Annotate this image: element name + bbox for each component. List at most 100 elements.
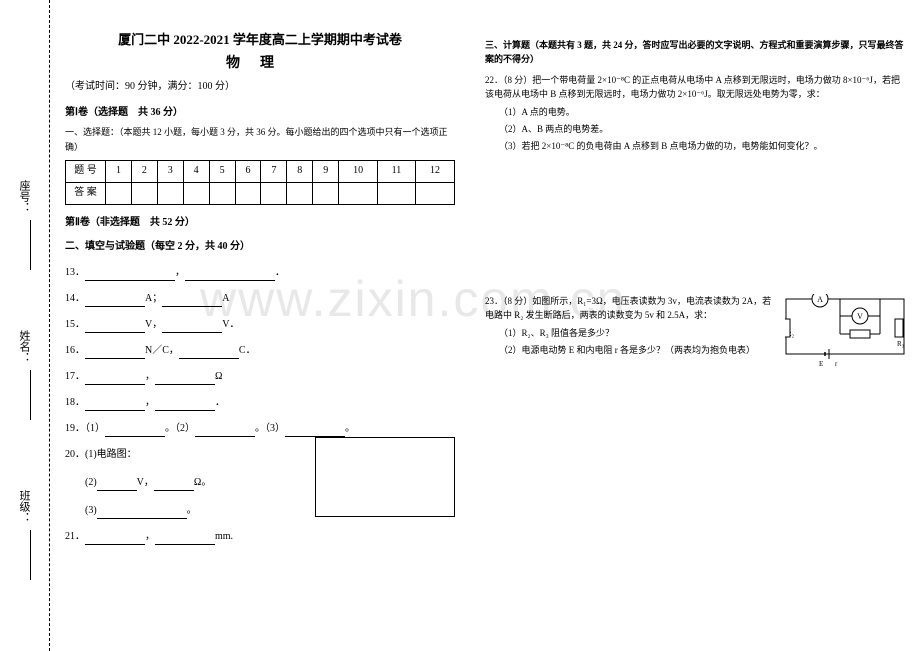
table-cell[interactable] <box>339 182 378 204</box>
sidebar-seat-label: 座号： <box>16 180 32 213</box>
q-end: 。 <box>345 423 355 434</box>
section2-subheader: 二、填空与试验题（每空 2 分，共 40 分） <box>65 239 455 255</box>
q-unit: N／C， <box>145 345 179 356</box>
q-label: 15． <box>65 319 85 330</box>
q14: 14．A；A <box>65 291 455 307</box>
q-sep: 。（3） <box>255 423 285 434</box>
q18: 18． ， ． <box>65 395 455 411</box>
blank[interactable] <box>85 321 145 333</box>
blank[interactable] <box>85 347 145 359</box>
table-cell[interactable] <box>157 182 183 204</box>
table-cell[interactable] <box>209 182 235 204</box>
table-row: 答 案 <box>66 182 455 204</box>
answer-table: 题 号 1 2 3 4 5 6 7 8 9 10 11 12 答 案 <box>65 160 455 205</box>
q-unit: A <box>222 293 229 304</box>
table-cell: 7 <box>261 160 287 182</box>
q-sub: (3) <box>85 505 97 516</box>
binding-sidebar: 座号： 姓名： 班级： <box>0 0 50 651</box>
left-column: 厦门二中 2022-2021 学年度高二上学期期中考试卷 物理 （考试时间：90… <box>50 0 470 651</box>
q15: 15． V， V． <box>65 317 455 333</box>
exam-title: 厦门二中 2022-2021 学年度高二上学期期中考试卷 <box>65 30 455 51</box>
blank[interactable] <box>85 399 145 411</box>
sidebar-class-label: 班级： <box>16 490 32 523</box>
q-label: 20． <box>65 449 85 460</box>
blank[interactable] <box>85 533 145 545</box>
q-label: 14． <box>65 293 85 304</box>
table-cell: 4 <box>183 160 209 182</box>
sidebar-name-label: 姓名： <box>16 330 32 363</box>
q16: 16．N／C，C． <box>65 343 455 359</box>
table-cell: 2 <box>131 160 157 182</box>
table-cell[interactable] <box>261 182 287 204</box>
table-header-label: 题 号 <box>66 160 106 182</box>
section2-header: 第Ⅱ卷（非选择题 共 52 分） <box>65 215 455 231</box>
blank[interactable] <box>154 479 194 491</box>
q22-sub3: （3）若把 2×10⁻⁸C 的负电荷由 A 点移到 B 点电场力做的功，电势能如… <box>499 139 905 153</box>
table-cell[interactable] <box>287 182 313 204</box>
table-cell[interactable] <box>131 182 157 204</box>
table-cell: 1 <box>106 160 132 182</box>
blank[interactable] <box>155 373 215 385</box>
table-cell[interactable] <box>378 182 416 204</box>
q-end: ． <box>215 397 225 408</box>
ammeter-label: A <box>817 295 823 304</box>
table-cell: 8 <box>287 160 313 182</box>
q22: 22．（8 分）把一个带电荷量 2×10⁻⁸C 的正点电荷从电场中 A 点移到无… <box>485 73 905 154</box>
e-label: E <box>819 360 823 368</box>
r-label: r <box>835 360 838 368</box>
blank[interactable] <box>97 507 187 519</box>
table-cell[interactable] <box>415 182 454 204</box>
sidebar-line <box>30 220 31 270</box>
q-label: 16． <box>65 345 85 356</box>
q22-sub1: （1）A 点的电势。 <box>499 105 905 119</box>
q-unit: V． <box>222 319 239 330</box>
blank[interactable] <box>85 269 175 281</box>
table-cell[interactable] <box>183 182 209 204</box>
blank[interactable] <box>155 533 215 545</box>
blank[interactable] <box>97 479 137 491</box>
q-sep: ， <box>175 267 185 278</box>
blank[interactable] <box>179 347 239 359</box>
q-unit: Ω。 <box>194 477 211 488</box>
circuit-diagram: A V R₂ E r R₃ <box>785 294 905 374</box>
blank[interactable] <box>195 425 255 437</box>
table-cell: 5 <box>209 160 235 182</box>
blank[interactable] <box>162 295 222 307</box>
q-sep: ， <box>145 397 155 408</box>
blank[interactable] <box>85 295 145 307</box>
exam-subject: 物理 <box>65 53 455 75</box>
q-unit: Ω <box>215 371 222 382</box>
q-unit: mm. <box>215 531 233 542</box>
table-cell: 9 <box>313 160 339 182</box>
blank[interactable] <box>85 373 145 385</box>
blank[interactable] <box>155 399 215 411</box>
q-sep: ， <box>145 371 155 382</box>
blank[interactable] <box>185 269 275 281</box>
table-cell[interactable] <box>106 182 132 204</box>
q22-sub2: （2）A、B 两点的电势差。 <box>499 122 905 136</box>
table-cell: 3 <box>157 160 183 182</box>
section1-instruction: 一、选择题：（本题共 12 小题，每小题 3 分，共 36 分。每小题给出的四个… <box>65 125 455 154</box>
table-cell[interactable] <box>235 182 261 204</box>
q19: 19．（1）。（2）。（3）。 <box>65 421 455 437</box>
q17: 17．，Ω <box>65 369 455 385</box>
q-end: ． <box>275 267 285 278</box>
blank[interactable] <box>162 321 222 333</box>
table-cell[interactable] <box>313 182 339 204</box>
sidebar-line <box>30 530 31 580</box>
q-sub: (2) <box>85 477 97 488</box>
q-sub: (1)电路图： <box>85 449 137 460</box>
blank[interactable] <box>105 425 165 437</box>
q-label: 18． <box>65 397 85 408</box>
q22-text: 22．（8 分）把一个带电荷量 2×10⁻⁸C 的正点电荷从电场中 A 点移到无… <box>485 73 905 102</box>
table-answer-label: 答 案 <box>66 182 106 204</box>
blank[interactable] <box>285 425 345 437</box>
q-label: 13． <box>65 267 85 278</box>
table-cell: 6 <box>235 160 261 182</box>
q21: 21．，mm. <box>65 529 455 545</box>
q-end: 。 <box>187 505 197 516</box>
q-unit: V， <box>145 319 162 330</box>
r3-label: R₃ <box>897 340 905 348</box>
circuit-drawing-box[interactable] <box>315 437 455 517</box>
voltmeter-label: V <box>857 312 863 321</box>
